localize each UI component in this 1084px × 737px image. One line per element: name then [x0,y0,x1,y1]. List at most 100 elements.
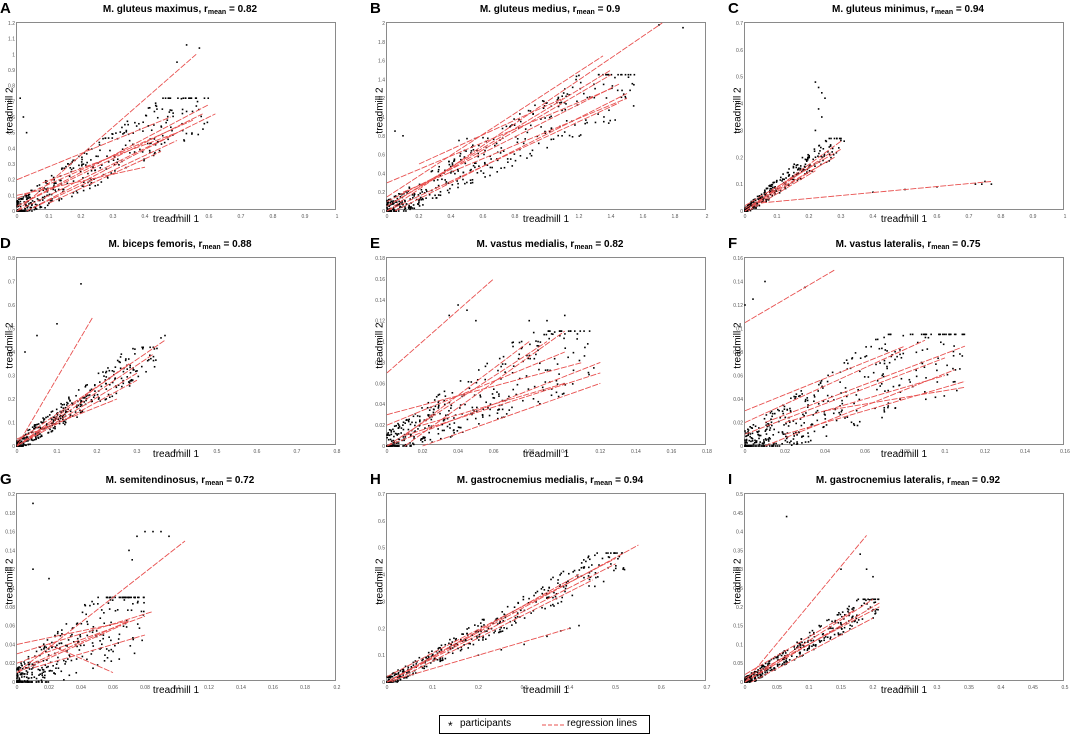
participant-point [23,675,26,678]
participant-point [616,552,618,554]
participant-point [388,428,391,431]
participant-point [770,185,773,188]
participant-point [820,640,823,642]
participant-point [475,630,477,633]
participant-point [386,201,389,203]
participant-point [391,201,394,203]
participant-point [488,414,491,417]
participant-point [537,400,540,403]
participant-point [840,392,842,394]
participant-point [138,596,140,599]
participant-point [607,73,610,76]
participant-point [548,130,551,133]
participant-point [578,624,580,627]
participant-point [45,416,47,419]
participant-point [614,552,616,554]
participant-point [72,192,75,194]
participant-point [19,205,22,208]
participant-point [617,557,619,560]
participant-point [852,606,855,609]
participant-point [491,166,493,169]
participant-point [97,603,99,605]
participant-point [874,407,876,410]
participant-point [845,395,848,398]
regression-line [386,627,570,683]
participant-point [132,636,134,639]
participant-point [21,445,23,447]
participant-point [129,152,131,154]
participant-point [517,357,520,360]
participant-point [47,665,49,668]
participant-point [548,337,550,340]
participant-point [62,422,65,424]
y-tick-label: 0.04 [375,402,385,408]
participant-point [411,194,414,196]
participant-point [785,652,787,654]
participant-point [398,202,401,205]
participant-point [557,105,560,108]
scatter-plot: 0 0.05 0.1 0.15 0.2 0.25 0.3 0.35 0.4 0.45 0.500.0… [733,492,1068,691]
participant-point [539,362,541,365]
participant-point [133,596,135,599]
participant-point [25,433,27,436]
participant-point [563,101,566,104]
participant-point [783,405,786,408]
participant-point [883,406,886,409]
participant-point [745,432,747,434]
x-tick-label: 0.1 [54,449,61,455]
participant-point [779,653,781,656]
participant-point [131,379,134,381]
participant-point [754,425,757,428]
participant-point [390,431,393,433]
participant-point [610,73,613,76]
participant-point [43,195,46,198]
participant-point [961,333,964,336]
participant-point [122,379,124,382]
participant-point [467,642,470,645]
participant-point [110,639,112,642]
participant-point [765,445,768,447]
participant-point [444,643,447,646]
participant-point [428,431,430,434]
participant-point [443,403,446,406]
participant-point [164,97,167,99]
regression-line [16,353,154,447]
participant-point [97,155,99,158]
participant-point [572,351,575,354]
participant-point [47,681,50,683]
participant-point [101,643,103,646]
participant-point [772,657,775,660]
participant-point [621,89,623,92]
participant-point [478,423,480,425]
participant-point [751,445,754,447]
participant-point [35,681,38,683]
x-tick-label: 0.12 [595,449,605,455]
participant-point [68,396,70,399]
participant-point [597,576,599,578]
participant-point [404,676,406,679]
participant-point [130,378,133,381]
participant-point [575,75,578,78]
participant-point [142,121,144,124]
participant-point [414,424,416,427]
participant-point [18,681,21,683]
participant-point [439,660,441,663]
participant-point [620,96,623,99]
participant-point [553,605,555,607]
participant-point [587,575,590,577]
participant-point [760,195,763,198]
participant-point [117,384,120,386]
x-tick-label: 0.6 [206,214,213,220]
participant-point [750,202,753,205]
regression-line [16,113,216,212]
participant-point [448,191,450,194]
participant-point [617,73,619,76]
x-tick-label: 0.3 [521,685,528,691]
y-tick-label: 0.6 [736,48,743,54]
participant-point [30,677,33,679]
participant-point [100,385,103,388]
participant-point [30,203,33,206]
participant-point [946,373,949,376]
participant-point [496,617,499,620]
participant-point [472,148,475,151]
